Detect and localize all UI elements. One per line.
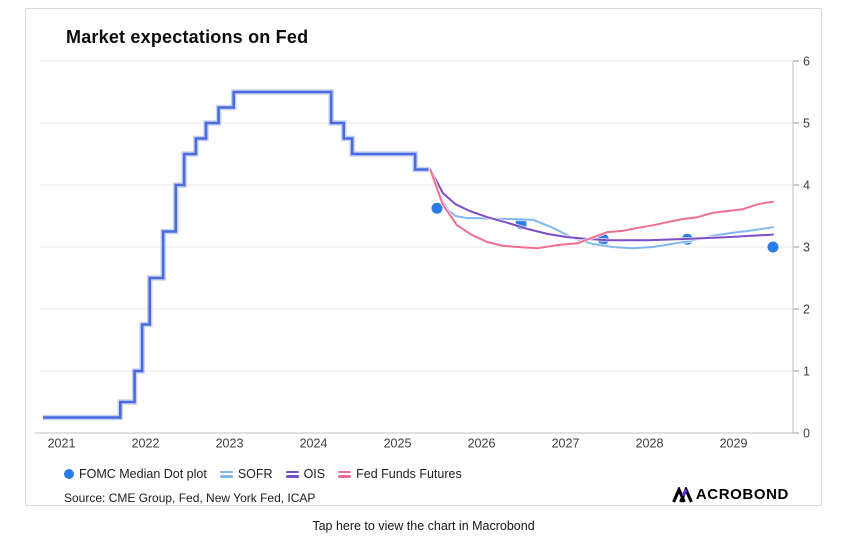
source-text: Source: CME Group, Fed, New York Fed, IC… <box>64 491 316 505</box>
legend-label: Fed Funds Futures <box>356 467 462 481</box>
legend-item-fed-funds-futures: Fed Funds Futures <box>338 467 462 481</box>
macrobond-logo: ACROBOND <box>672 487 789 503</box>
chart-card: Market expectations on Fed FOMC Median D… <box>25 8 822 506</box>
macrobond-logo-text: ACROBOND <box>695 486 789 503</box>
fomc-dot-marker-icon <box>64 469 74 479</box>
sofr-line-marker-icon <box>219 470 233 478</box>
legend-item-fomc-dot-plot: FOMC Median Dot plot <box>64 467 207 481</box>
chart-legend: FOMC Median Dot plot SOFR OIS Fed Funds … <box>64 465 462 483</box>
legend-item-ois: OIS <box>285 467 326 481</box>
legend-label: SOFR <box>237 467 273 481</box>
chart-title: Market expectations on Fed <box>66 27 309 47</box>
legend-item-sofr: SOFR <box>219 467 273 481</box>
legend-label: OIS <box>303 467 326 481</box>
ois-line-marker-icon <box>285 470 299 478</box>
fed-funds-futures-line-marker-icon <box>338 470 352 478</box>
tap-link[interactable]: Tap here to view the chart in Macrobond <box>312 519 535 533</box>
macrobond-m-icon <box>672 487 693 503</box>
legend-label: FOMC Median Dot plot <box>79 467 207 481</box>
